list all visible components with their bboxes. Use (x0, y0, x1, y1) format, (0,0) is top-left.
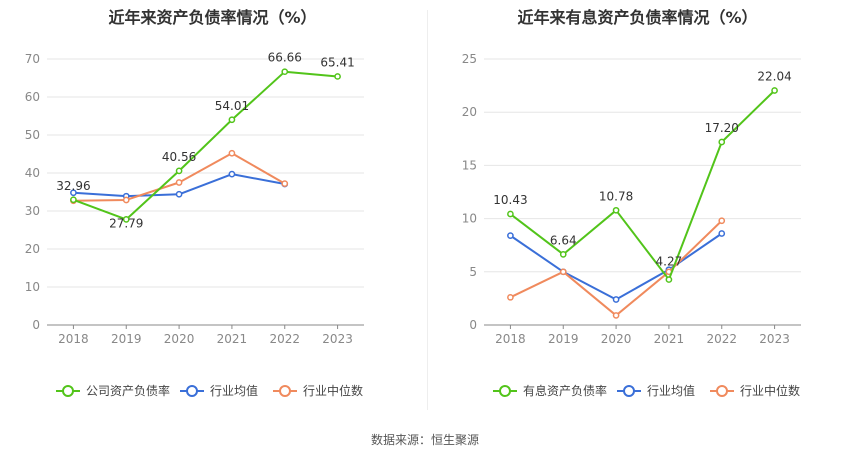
data-point (175, 179, 183, 186)
legend-marker (62, 385, 74, 397)
legend-label: 公司资产负债率 (86, 383, 170, 398)
legend-label: 行业均值 (647, 383, 695, 398)
data-point (612, 206, 620, 214)
y-tick-label: 20 (25, 242, 40, 256)
data-point (718, 217, 726, 225)
x-tick-label: 2020 (164, 332, 195, 346)
data-label: 22.04 (757, 69, 791, 83)
data-point (718, 138, 726, 146)
data-point (228, 170, 236, 178)
legend-marker (499, 385, 511, 397)
data-point (559, 268, 567, 276)
data-point (665, 276, 673, 283)
data-label: 32.96 (56, 179, 90, 193)
data-point (122, 216, 130, 223)
y-tick-label: 70 (25, 52, 40, 66)
y-tick-label: 60 (25, 90, 40, 104)
x-tick-label: 2023 (759, 332, 790, 346)
data-label: 10.43 (493, 193, 527, 207)
data-label: 17.20 (705, 121, 739, 135)
data-point (507, 210, 514, 218)
data-point (70, 196, 77, 204)
data-label: 65.41 (320, 55, 354, 69)
y-tick-label: 0 (469, 318, 477, 332)
data-point (175, 167, 183, 175)
data-label: 4.27 (656, 255, 683, 269)
y-tick-label: 20 (462, 105, 477, 119)
chart-title-left: 近年来资产负债率情况（%） (108, 8, 317, 27)
x-tick-label: 2020 (601, 332, 632, 346)
x-tick-label: 2018 (58, 332, 89, 346)
legend-label: 行业中位数 (740, 383, 800, 398)
y-tick-label: 15 (462, 158, 477, 172)
series-line (509, 89, 776, 281)
data-point (559, 251, 567, 258)
legend-marker (279, 385, 291, 397)
data-point (507, 232, 514, 239)
data-point (507, 293, 514, 301)
data-point (175, 190, 183, 198)
x-tick-label: 2022 (269, 332, 300, 346)
data-label: 10.78 (599, 189, 633, 203)
data-label: 40.56 (162, 150, 196, 164)
data-point (281, 68, 289, 76)
y-tick-label: 50 (25, 128, 40, 142)
series-line (509, 232, 723, 301)
legend-label: 行业均值 (210, 383, 258, 398)
chart-title-right: 近年来有息资产负债率情况（%） (517, 8, 758, 27)
panel-divider (427, 10, 428, 410)
x-tick-label: 2019 (111, 332, 142, 346)
y-tick-label: 40 (25, 166, 40, 180)
y-tick-label: 25 (462, 52, 477, 66)
data-point (228, 149, 236, 157)
y-tick-label: 10 (462, 212, 477, 226)
x-tick-label: 2018 (495, 332, 526, 346)
data-label: 66.66 (268, 51, 302, 65)
data-point (122, 196, 130, 204)
data-point (612, 296, 620, 303)
data-point (281, 180, 289, 187)
legend-marker (716, 385, 728, 397)
data-label: 27.79 (109, 216, 143, 230)
series-line (73, 70, 338, 221)
data-point (771, 87, 778, 94)
legend-label: 行业中位数 (303, 383, 363, 398)
x-tick-label: 2019 (548, 332, 579, 346)
data-label: 6.64 (550, 233, 577, 247)
data-point (612, 312, 620, 319)
x-tick-label: 2021 (654, 332, 685, 346)
x-tick-label: 2021 (217, 332, 248, 346)
data-point (228, 116, 236, 124)
x-tick-label: 2022 (706, 332, 737, 346)
data-point (718, 230, 726, 237)
data-point (70, 189, 77, 197)
legend-label: 有息资产负债率 (523, 383, 607, 398)
y-tick-label: 5 (469, 265, 477, 279)
y-tick-label: 30 (25, 204, 40, 218)
data-source: 数据来源：恒生聚源 (370, 433, 479, 447)
legend-marker (623, 385, 635, 397)
legend-marker (186, 385, 198, 397)
x-tick-label: 2023 (322, 332, 353, 346)
y-tick-label: 0 (32, 318, 40, 332)
data-label: 54.01 (215, 99, 249, 113)
y-tick-label: 10 (25, 280, 40, 294)
data-point (334, 73, 341, 80)
